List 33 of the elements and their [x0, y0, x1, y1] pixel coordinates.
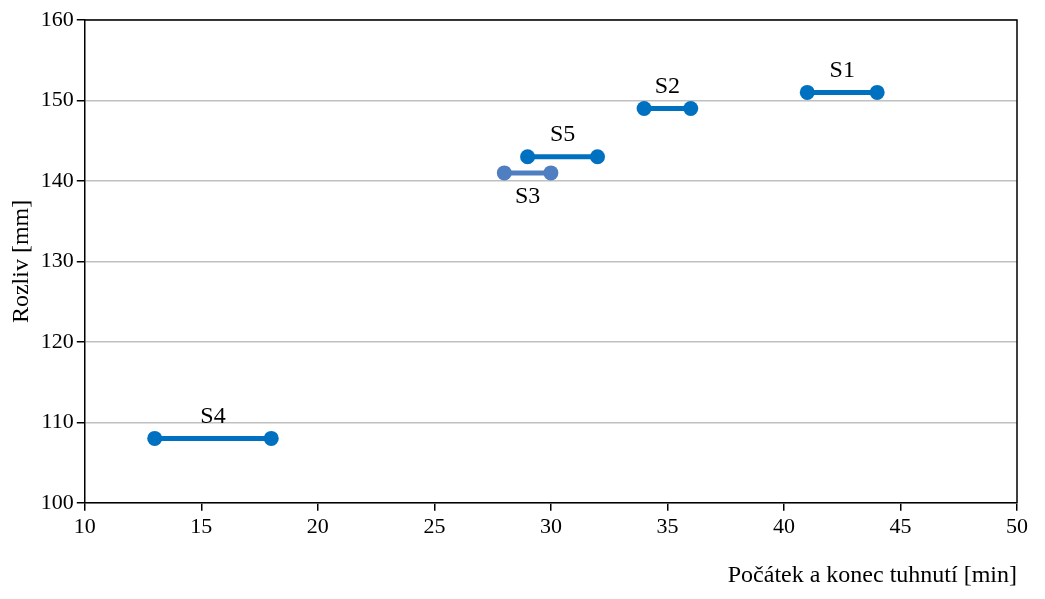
series-label: S3: [514, 182, 541, 209]
point: [683, 101, 699, 117]
y-tick-label: 150: [40, 86, 74, 112]
x-tick-label: 40: [772, 512, 795, 538]
series-label: S2: [654, 71, 681, 98]
x-tick-label: 15: [190, 512, 213, 538]
series-label: S5: [549, 120, 576, 147]
point: [869, 84, 885, 100]
point: [636, 101, 652, 117]
series-label: S1: [829, 55, 855, 82]
point: [590, 149, 606, 165]
point: [799, 84, 815, 100]
x-tick-label: 10: [73, 512, 96, 538]
point: [543, 165, 559, 181]
y-tick-label: 140: [40, 166, 74, 192]
x-tick-label: 20: [306, 512, 329, 538]
y-tick-label: 100: [40, 488, 74, 514]
point: [147, 430, 163, 446]
y-tick-label: 160: [40, 5, 74, 31]
point: [263, 430, 279, 446]
x-axis-title: Počátek a konec tuhnutí [min]: [727, 560, 1017, 587]
y-tick-label: 130: [40, 247, 74, 273]
series-label: S4: [200, 401, 226, 428]
y-tick-label: 120: [40, 327, 74, 353]
y-axis-title: Rozliv [mm]: [6, 199, 33, 324]
x-tick-label: 50: [1006, 512, 1028, 538]
x-tick-label: 35: [656, 512, 679, 538]
point: [496, 165, 512, 181]
x-tick-label: 30: [539, 512, 562, 538]
x-tick-label: 25: [423, 512, 446, 538]
point: [520, 149, 536, 165]
x-tick-label: 45: [889, 512, 912, 538]
y-tick-label: 110: [41, 408, 74, 434]
